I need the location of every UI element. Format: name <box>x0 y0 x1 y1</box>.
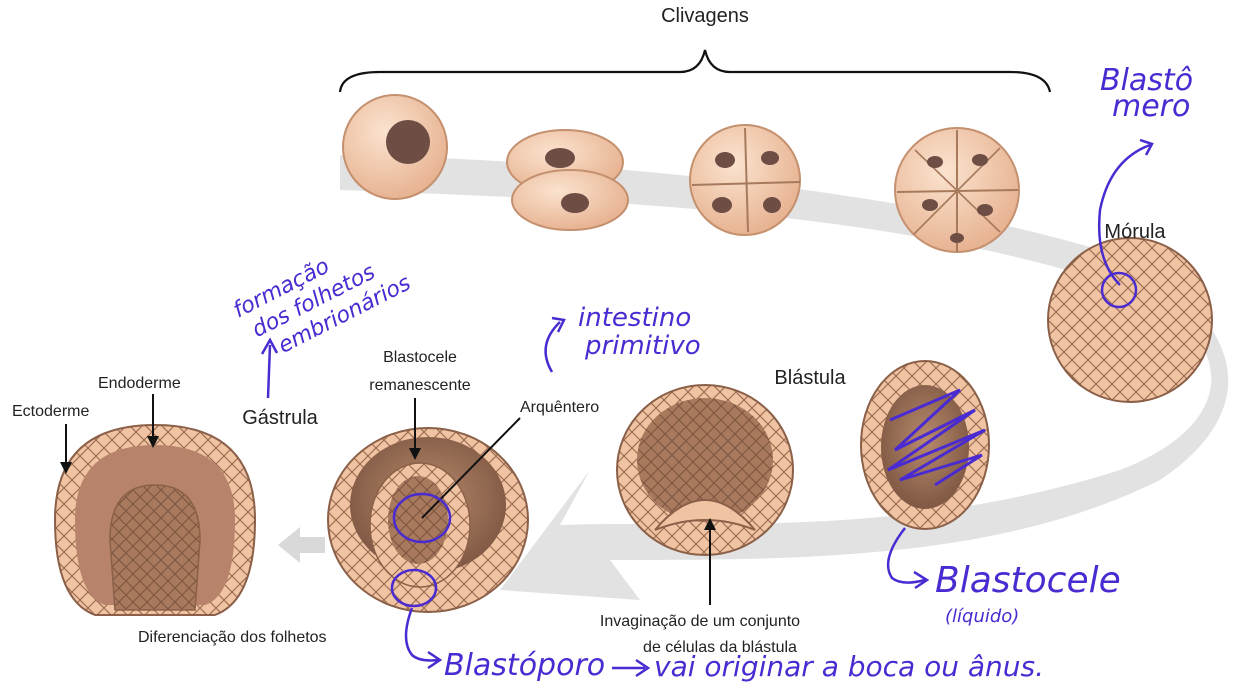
differentiated-gastrula <box>53 423 257 616</box>
small-arrow-left <box>278 527 325 563</box>
blastocele-remanescente-pointer-head <box>409 448 421 460</box>
gastrula-label: Gástrula <box>242 407 318 429</box>
invaginacao-pointer-head <box>704 518 716 530</box>
ectoderme-pointer-head <box>60 462 72 474</box>
blastula-invagination <box>616 384 794 556</box>
eight-cell-stage <box>894 127 1020 253</box>
invaginacao-line1: Invaginação de um conjunto <box>600 613 800 630</box>
hand-formacao-group: formação dos folhetos embrionários <box>229 254 415 359</box>
hand-blastoporo-to-note-arrow <box>612 658 651 678</box>
hand-intestino-line2: primitivo <box>584 331 701 361</box>
blastula-label: Blástula <box>774 367 846 389</box>
ectoderme-label: Ectoderme <box>12 403 89 420</box>
hand-blastomero-arrow <box>1097 143 1151 286</box>
arquentero-pointer <box>421 417 521 519</box>
arquentero-label: Arquêntero <box>520 399 599 416</box>
hand-blastomero-line2: mero <box>1112 89 1190 124</box>
invaginacao-line2: de células da blástula <box>643 639 797 656</box>
zygote-cell <box>342 94 448 200</box>
hand-intestino-arrow <box>544 316 566 373</box>
hand-blastomero-line1: Blastô <box>1100 63 1193 98</box>
hand-liquido-label: (líquido) <box>945 606 1019 627</box>
hand-blastocele-arrow <box>886 527 930 590</box>
four-cell-stage <box>689 124 801 236</box>
hand-blastomero-circle <box>1100 271 1138 309</box>
hand-blastocele-label: Blastocele <box>935 560 1121 601</box>
clivagens-label: Clivagens <box>661 5 749 27</box>
blastocele-remanescente-line2: remanescente <box>369 377 470 394</box>
diferenciacao-label: Diferenciação dos folhetos <box>138 629 327 646</box>
clivagens-brace <box>338 49 1052 93</box>
morula <box>1047 237 1213 403</box>
gastrula <box>327 427 529 613</box>
hand-intestino-line1: intestino <box>578 303 691 333</box>
blastocele-remanescente-line1: Blastocele <box>383 349 457 366</box>
hand-blastocele-scribble <box>887 388 986 487</box>
hand-blastoporo-label: Blastóporo <box>444 648 605 683</box>
handwritten-annotations: Blastô mero formação dos folhetos embrio… <box>229 63 1193 683</box>
endoderme-pointer-head <box>147 436 159 448</box>
hand-vai-originar-label: vai originar a boca ou ânus. <box>654 650 1044 683</box>
morula-label: Mórula <box>1104 221 1166 243</box>
hand-blastomero-arrow-head <box>1139 138 1154 156</box>
endoderme-label: Endoderme <box>98 375 181 392</box>
hand-formacao-arrow <box>260 337 279 399</box>
hand-blastoporo-circle <box>390 568 438 608</box>
two-cell-stage <box>506 129 629 231</box>
hand-blastoporo-arrow <box>404 607 443 670</box>
hand-arquentero-circle <box>392 492 452 544</box>
